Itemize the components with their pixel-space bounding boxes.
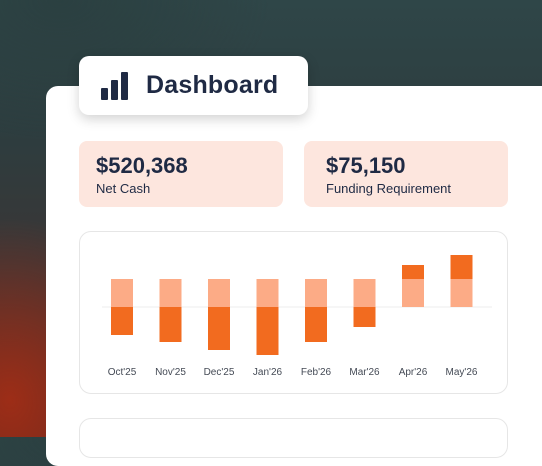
- bar-dark-7: [450, 255, 473, 279]
- bar-chart-icon: [101, 71, 129, 100]
- x-tick-label: Apr'26: [399, 367, 428, 378]
- bar-light-5: [353, 279, 376, 307]
- bar-light-7: [450, 279, 473, 307]
- net-cash-label: Net Cash: [96, 181, 151, 196]
- page-title: Dashboard: [146, 71, 279, 99]
- x-tick-label: Feb'26: [301, 367, 332, 378]
- x-tick-label: May'26: [446, 367, 478, 378]
- chart-svg: Oct'25 Nov'25 Dec'25 Jan'26 Feb'26 Mar'26 Apr'…: [102, 255, 492, 378]
- x-tick-label: Mar'26: [349, 367, 380, 378]
- next-panel: [79, 418, 508, 458]
- x-tick-label: Dec'25: [204, 367, 235, 378]
- bar-light-6: [402, 279, 424, 307]
- net-cash-value: $520,368: [96, 153, 188, 178]
- bar-dark-3: [256, 307, 279, 355]
- bar-dark-5: [353, 307, 376, 327]
- bar-light-1: [159, 279, 182, 307]
- cash-flow-chart: Oct'25 Nov'25 Dec'25 Jan'26 Feb'26 Mar'26 Apr'…: [79, 231, 508, 394]
- bar-dark-2: [208, 307, 230, 350]
- bar-dark-4: [305, 307, 327, 342]
- net-cash-card: $520,368 Net Cash: [79, 141, 283, 207]
- bar-dark-0: [111, 307, 133, 335]
- bar-dark-1: [159, 307, 182, 342]
- bar-light-0: [111, 279, 133, 307]
- bar-light-4: [305, 279, 327, 307]
- bar-light-3: [256, 279, 279, 307]
- dashboard-title-pill: Dashboard: [79, 56, 308, 115]
- funding-requirement-label: Funding Requirement: [326, 181, 452, 196]
- x-tick-label: Jan'26: [253, 367, 283, 378]
- x-tick-label: Nov'25: [155, 367, 186, 378]
- bar-dark-6: [402, 265, 424, 279]
- funding-requirement-card: $75,150 Funding Requirement: [304, 141, 508, 207]
- x-tick-label: Oct'25: [108, 367, 137, 378]
- funding-requirement-value: $75,150: [326, 153, 406, 178]
- bar-light-2: [208, 279, 230, 307]
